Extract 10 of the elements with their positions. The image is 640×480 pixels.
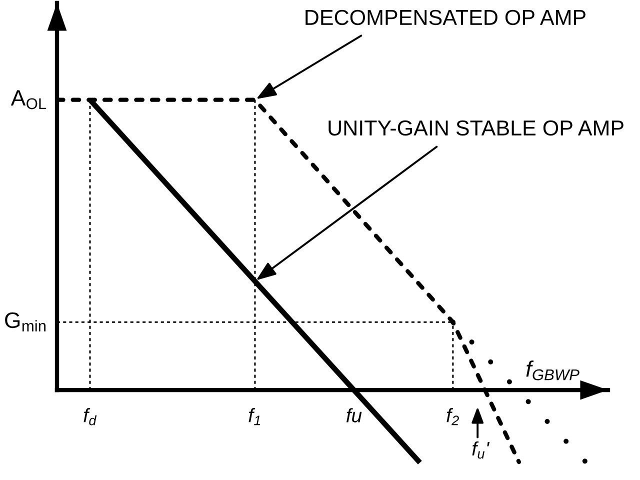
- annotation: f$_{GBWP}$: [526, 360, 580, 380]
- x-tick-label: f$_{d}$: [84, 408, 97, 426]
- annotation: UNITY-GAIN STABLE OP AMP: [328, 120, 624, 136]
- x-tick-label: f$_{1}$: [248, 408, 260, 426]
- annotation: DECOMPENSATED OP AMP: [306, 10, 586, 26]
- ref-line-label: G$_{min}$: [5, 312, 46, 332]
- x-tick-label: f$_{2}$: [446, 408, 459, 426]
- x-tick-label: f$_{u}$': [472, 441, 490, 459]
- x-tick-label: fu: [346, 408, 362, 422]
- text: A$_{OL}$: [10, 90, 46, 110]
